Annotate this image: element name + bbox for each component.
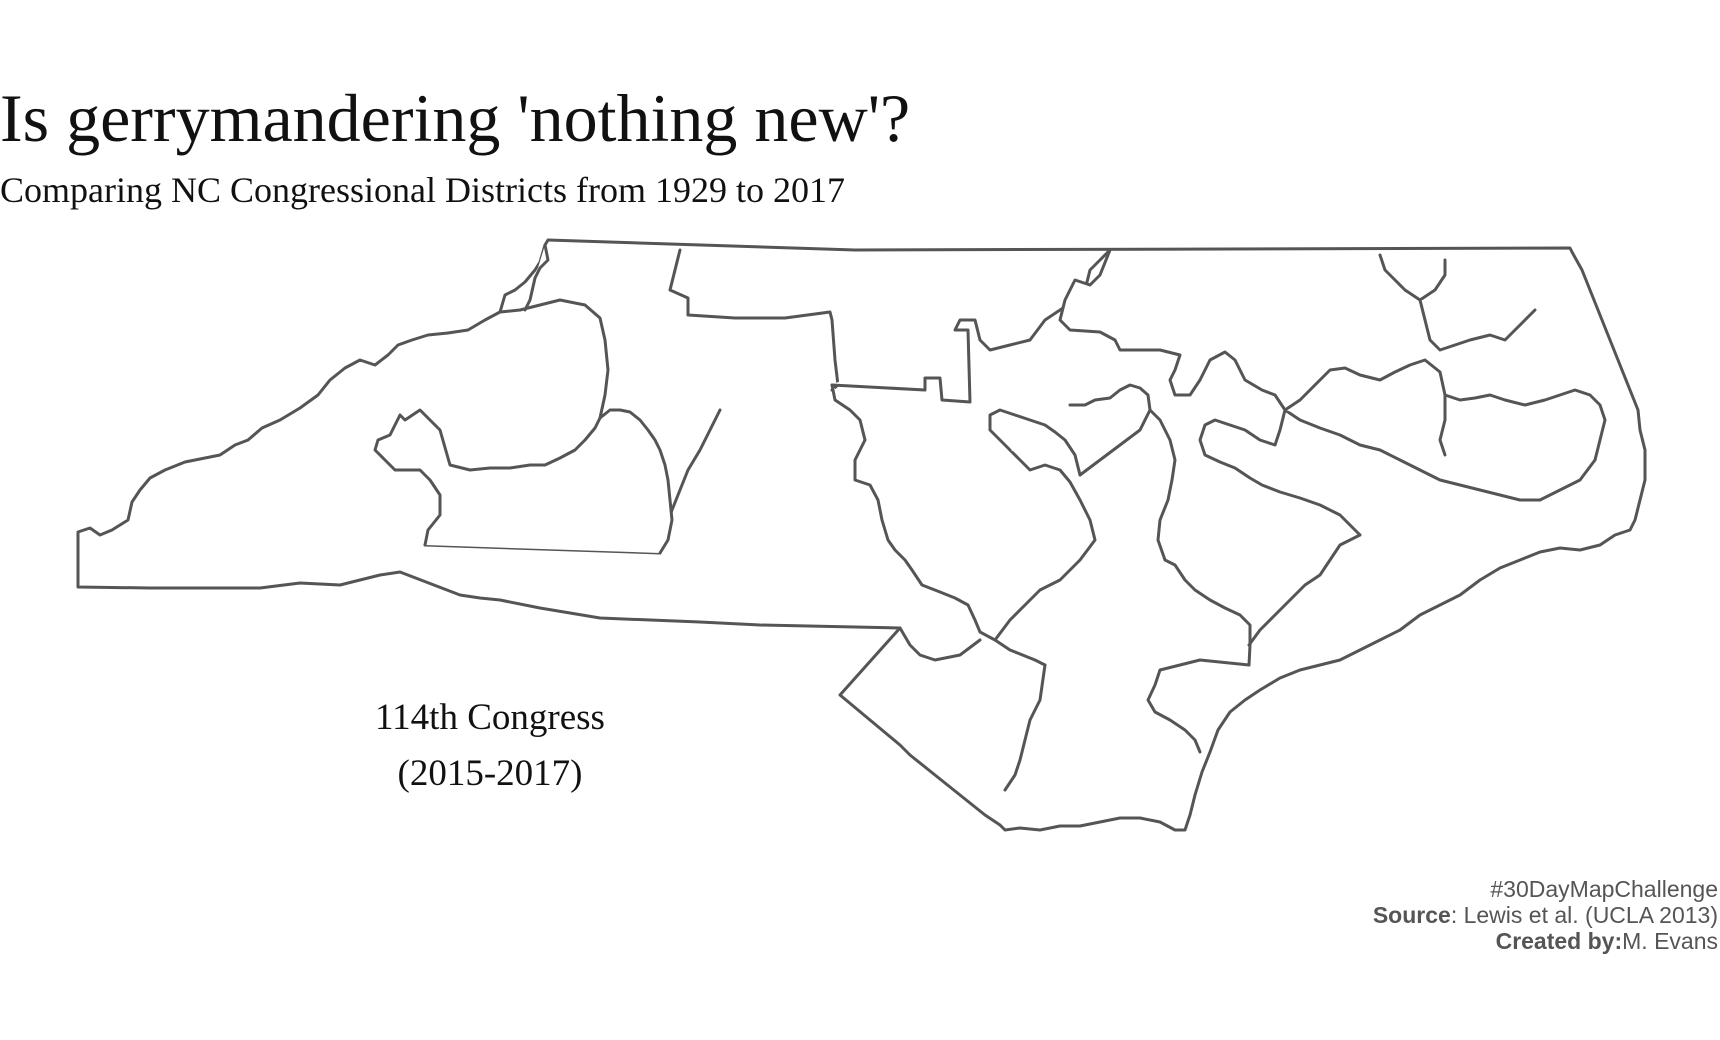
district-boundary [523, 243, 550, 312]
author-text: M. Evans [1622, 928, 1718, 954]
district-boundary [1003, 663, 1047, 792]
author-label: Created by: [1495, 928, 1623, 954]
district-boundary [1247, 533, 1362, 647]
district-boundary [1538, 458, 1597, 502]
district-boundary [373, 408, 674, 555]
district-boundary [1078, 408, 1252, 667]
district-boundary [498, 298, 610, 420]
district-boundary [1058, 248, 1287, 447]
source-text: : Lewis et al. (UCLA 2013) [1450, 902, 1718, 928]
congress-name: 114th Congress [375, 697, 605, 738]
district-boundary [1283, 358, 1447, 457]
congress-label: 114th Congress (2015-2017) [290, 690, 690, 802]
district-boundary [1283, 408, 1542, 502]
district-boundary [668, 248, 840, 392]
district-boundary [1443, 388, 1607, 462]
district-boundary [1418, 298, 1537, 352]
author-line: Created by:M. Evans [1373, 928, 1718, 954]
district-boundary [1378, 253, 1447, 302]
source-label: Source [1372, 902, 1451, 928]
map-subtitle: Comparing NC Congressional Districts fro… [0, 170, 845, 210]
district-boundary [1198, 418, 1362, 537]
district-boundary [1068, 383, 1152, 412]
district-boundary [993, 426, 1097, 642]
credits-block: #30DayMapChallenge Source: Lewis et al. … [1373, 876, 1718, 954]
district-boundary [830, 383, 1047, 667]
district-boundary [988, 408, 1082, 477]
district-boundary [898, 626, 982, 662]
source-line: Source: Lewis et al. (UCLA 2013) [1373, 902, 1718, 928]
hashtag-label: #30DayMapChallenge [1490, 876, 1718, 902]
map-title: Is gerrymandering 'nothing new'? [0, 80, 911, 156]
district-boundary [1146, 658, 1251, 754]
congress-years: (2015-2017) [397, 753, 583, 794]
